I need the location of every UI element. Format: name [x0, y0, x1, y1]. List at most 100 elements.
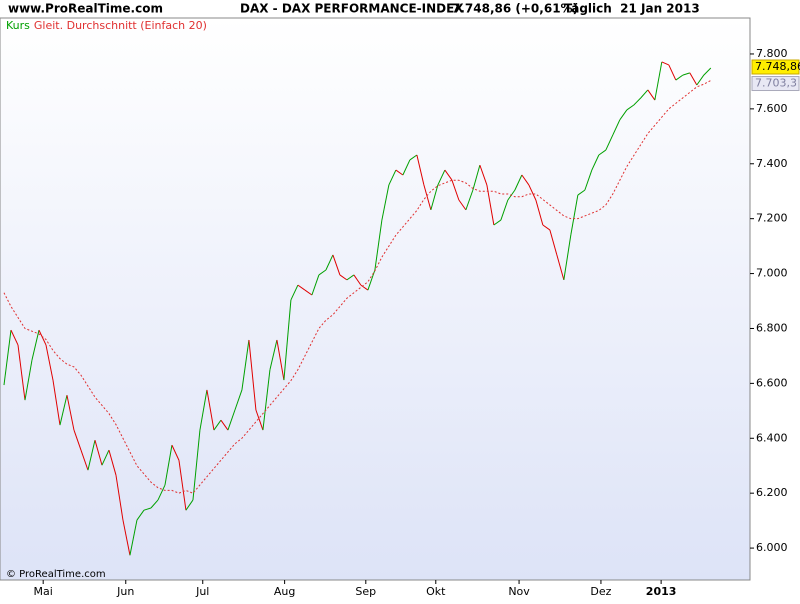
price-segment — [31, 330, 40, 361]
price-segment — [311, 274, 320, 296]
last-value-box — [751, 59, 800, 75]
price-segment — [10, 329, 19, 346]
price-segment — [220, 419, 229, 431]
price-segment — [395, 169, 404, 176]
copyright: © ProRealTime.com — [6, 569, 106, 580]
y-tick-label: 6.200 — [756, 486, 788, 499]
price-segment — [171, 444, 180, 461]
x-tick-label: Aug — [274, 585, 295, 598]
y-tick-label: 7.200 — [756, 212, 788, 225]
price-segment — [255, 409, 264, 431]
price-segment — [591, 154, 600, 171]
x-tick-label: Sep — [355, 585, 376, 598]
price-segment — [402, 159, 411, 176]
price-segment — [500, 199, 509, 221]
x-tick-label: Jun — [116, 585, 134, 598]
price-segment — [493, 219, 502, 226]
y-tick-label: 7.000 — [756, 267, 788, 280]
price-segment — [381, 184, 390, 221]
x-tick-label: Okt — [426, 585, 446, 598]
price-segment — [374, 219, 383, 271]
price-segment — [213, 419, 222, 431]
last-value-label: 7.703,3 — [755, 77, 797, 90]
price-segment — [185, 499, 194, 511]
price-segment — [339, 274, 348, 281]
price-segment — [276, 339, 285, 381]
chart-title: DAX - DAX PERFORMANCE-INDEX — [240, 2, 464, 16]
price-segment — [3, 330, 12, 386]
price-segment — [675, 74, 684, 81]
legend-entry: Gleit. Durchschnitt (Einfach 20) — [34, 19, 207, 32]
price-segment — [346, 274, 355, 281]
price-segment — [157, 485, 166, 501]
x-tick-label: Mai — [34, 585, 53, 598]
y-tick-label: 6.400 — [756, 431, 788, 444]
price-segment — [101, 449, 110, 466]
price-segment — [262, 369, 271, 431]
y-tick-label: 7.400 — [756, 157, 788, 170]
price-segment — [199, 389, 208, 431]
price-segment — [535, 199, 544, 226]
price-segment — [17, 344, 26, 401]
price-segment — [423, 184, 432, 211]
price-segment — [234, 389, 243, 411]
price-segment — [521, 174, 530, 186]
price-segment — [661, 61, 670, 66]
price-segment — [689, 72, 698, 86]
y-tick-label: 6.000 — [756, 541, 788, 554]
price-segment — [605, 134, 614, 151]
price-segment — [150, 499, 159, 509]
price-segment — [108, 449, 117, 476]
price-segment — [577, 189, 586, 196]
price-segment — [598, 149, 607, 156]
legend-entry: Kurs — [6, 19, 30, 32]
price-segment — [542, 224, 551, 231]
price-segment — [297, 284, 306, 291]
price-segment — [143, 507, 152, 511]
price-segment — [409, 154, 418, 161]
y-tick-label: 6.600 — [756, 376, 788, 389]
x-tick-label: Jul — [195, 585, 209, 598]
price-segment — [416, 154, 425, 186]
price-segment — [528, 184, 537, 201]
price-segment — [619, 109, 628, 121]
price-segment — [38, 329, 47, 346]
price-segment — [192, 429, 201, 501]
price-segment — [129, 519, 138, 556]
price-segment — [430, 184, 439, 211]
price-segment — [136, 509, 145, 521]
price-segment — [206, 389, 215, 431]
price-segment — [332, 254, 341, 276]
x-tick-label: Nov — [508, 585, 530, 598]
price-segment — [45, 344, 54, 381]
price-segment — [570, 194, 579, 235]
price-segment — [283, 299, 292, 381]
plot-area — [0, 17, 751, 581]
price-segment — [654, 61, 663, 101]
price-segment — [66, 395, 75, 431]
x-tick-label: 2013 — [646, 585, 677, 598]
price-segment — [318, 269, 327, 276]
price-segment — [682, 72, 690, 76]
price-segment — [115, 474, 124, 521]
price-segment — [59, 395, 68, 426]
price-segment — [178, 460, 187, 511]
price-segment — [73, 429, 82, 451]
price-segment — [612, 119, 621, 136]
price-segment — [444, 169, 453, 181]
price-segment — [647, 89, 656, 101]
price-segment — [24, 359, 33, 401]
price-segment — [94, 440, 103, 466]
price-segment — [388, 169, 397, 186]
price-segment — [304, 289, 313, 296]
site: www.ProRealTime.com — [8, 2, 163, 16]
price-segment — [668, 64, 677, 81]
price-segment — [87, 440, 96, 471]
quote: 7.748,86 (+0,61%) — [452, 2, 578, 16]
moving-average — [3, 80, 712, 494]
y-tick-label: 7.600 — [756, 102, 788, 115]
last-value-label: 7.748,86 — [755, 60, 800, 73]
price-segment — [514, 174, 523, 191]
price-segment — [556, 254, 565, 281]
price-segment — [122, 519, 131, 556]
